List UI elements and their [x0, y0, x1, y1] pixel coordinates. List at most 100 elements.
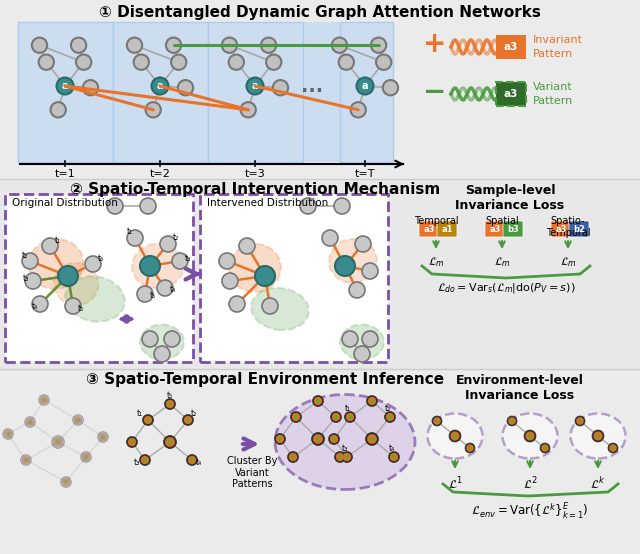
Circle shape — [140, 256, 160, 276]
Circle shape — [188, 456, 196, 464]
Ellipse shape — [275, 394, 415, 490]
Circle shape — [154, 346, 170, 362]
Text: Intervened Distribution: Intervened Distribution — [207, 198, 328, 208]
Circle shape — [266, 54, 282, 70]
Text: $\mathcal{L}_{env} = \mathrm{Var}(\{\mathcal{L}^k\}_{k=1}^{E})$: $\mathcal{L}_{env} = \mathrm{Var}(\{\mat… — [471, 501, 589, 521]
Circle shape — [222, 38, 237, 53]
Ellipse shape — [54, 263, 99, 305]
Circle shape — [38, 54, 54, 70]
Circle shape — [300, 198, 316, 214]
FancyBboxPatch shape — [18, 22, 393, 162]
Circle shape — [351, 102, 366, 117]
Text: a: a — [61, 81, 68, 91]
Circle shape — [141, 456, 149, 464]
Circle shape — [370, 399, 374, 403]
Circle shape — [386, 413, 394, 421]
Circle shape — [388, 415, 392, 419]
Circle shape — [42, 238, 58, 254]
Ellipse shape — [229, 244, 281, 292]
Text: Spatio-
Temporal: Spatio- Temporal — [546, 216, 590, 238]
Circle shape — [99, 433, 107, 441]
Circle shape — [383, 80, 398, 95]
Circle shape — [342, 452, 353, 463]
Circle shape — [278, 437, 282, 441]
Text: t₂: t₂ — [191, 409, 197, 418]
Circle shape — [81, 452, 92, 463]
Circle shape — [369, 437, 374, 442]
Text: Cluster By
Variant
Patterns: Cluster By Variant Patterns — [227, 456, 277, 489]
Circle shape — [3, 428, 13, 439]
Circle shape — [190, 458, 194, 462]
Text: a3: a3 — [556, 224, 566, 233]
Circle shape — [157, 280, 173, 296]
Circle shape — [273, 80, 288, 95]
Circle shape — [186, 418, 190, 422]
Circle shape — [332, 38, 347, 53]
FancyBboxPatch shape — [200, 194, 388, 362]
Circle shape — [332, 437, 336, 441]
Circle shape — [22, 456, 30, 464]
Circle shape — [609, 444, 617, 452]
Circle shape — [348, 415, 352, 419]
Text: $\mathcal{L}_m$: $\mathcal{L}_m$ — [559, 255, 577, 269]
Circle shape — [222, 273, 238, 289]
FancyBboxPatch shape — [113, 22, 208, 162]
Circle shape — [76, 418, 80, 422]
Circle shape — [335, 256, 355, 276]
Circle shape — [291, 412, 301, 423]
FancyBboxPatch shape — [569, 221, 589, 237]
Circle shape — [349, 282, 365, 298]
Circle shape — [262, 298, 278, 314]
Circle shape — [465, 443, 475, 453]
Circle shape — [6, 432, 10, 436]
Circle shape — [74, 416, 82, 424]
Circle shape — [20, 454, 31, 465]
Ellipse shape — [502, 413, 557, 459]
Circle shape — [510, 419, 514, 423]
Text: a3: a3 — [504, 42, 518, 52]
Circle shape — [165, 437, 175, 447]
Circle shape — [144, 416, 152, 424]
Circle shape — [228, 54, 244, 70]
Circle shape — [291, 455, 295, 459]
Circle shape — [339, 54, 354, 70]
Text: t₅: t₅ — [167, 391, 173, 400]
Text: Sample-level
Invariance Loss: Sample-level Invariance Loss — [456, 184, 564, 212]
Circle shape — [56, 78, 74, 95]
Circle shape — [276, 435, 284, 443]
Text: Variant
Pattern: Variant Pattern — [533, 83, 573, 106]
Ellipse shape — [570, 413, 625, 459]
Ellipse shape — [329, 239, 377, 283]
Circle shape — [330, 435, 338, 443]
Circle shape — [289, 453, 297, 461]
Circle shape — [388, 452, 399, 463]
Circle shape — [452, 434, 457, 438]
Circle shape — [51, 435, 65, 449]
Text: t₁: t₁ — [127, 227, 133, 236]
Circle shape — [385, 412, 396, 423]
FancyBboxPatch shape — [18, 22, 113, 162]
Circle shape — [346, 413, 354, 421]
Circle shape — [578, 419, 582, 423]
Circle shape — [219, 253, 235, 269]
Text: t=3: t=3 — [244, 169, 266, 179]
Circle shape — [596, 434, 600, 438]
Text: a3: a3 — [490, 224, 500, 233]
Circle shape — [335, 452, 346, 463]
Circle shape — [53, 437, 63, 447]
Text: t₄: t₄ — [32, 302, 38, 311]
Circle shape — [166, 400, 174, 408]
FancyBboxPatch shape — [496, 35, 526, 59]
Circle shape — [25, 273, 41, 289]
Circle shape — [83, 80, 98, 95]
Circle shape — [172, 253, 188, 269]
Circle shape — [61, 476, 72, 488]
Text: t=T: t=T — [355, 169, 375, 179]
Circle shape — [152, 78, 168, 95]
Circle shape — [142, 331, 158, 347]
Circle shape — [275, 433, 285, 444]
Circle shape — [184, 416, 192, 424]
Text: a: a — [157, 81, 163, 91]
Text: ② Spatio-Temporal Intervention Mechanism: ② Spatio-Temporal Intervention Mechanism — [70, 182, 440, 197]
Circle shape — [467, 444, 474, 452]
